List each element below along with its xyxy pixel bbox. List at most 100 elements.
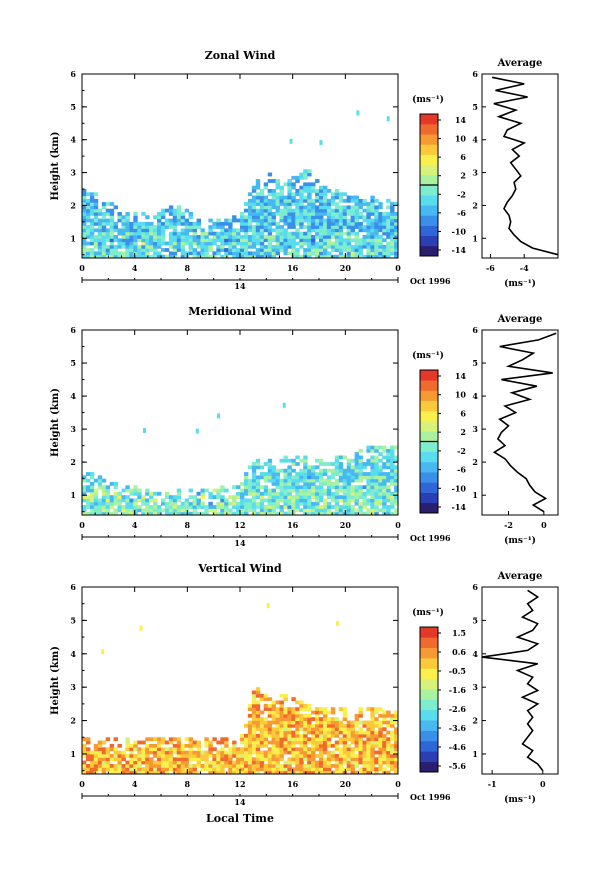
- average-y-tick-label: 2: [472, 716, 478, 726]
- heatmap-cell: [342, 231, 348, 236]
- heatmap-cell: [319, 707, 324, 711]
- heatmap-cell: [319, 764, 324, 768]
- heatmap-cell: [330, 192, 336, 197]
- heatmap-cell: [86, 472, 91, 476]
- heatmap-cell: [319, 508, 324, 513]
- heatmap-cell: [145, 241, 150, 246]
- heatmap-cell: [188, 754, 193, 758]
- heatmap-cell: [117, 754, 122, 758]
- heatmap-cell: [299, 478, 304, 483]
- heatmap-cell: [161, 238, 166, 243]
- heatmap-cell: [263, 238, 269, 243]
- heatmap-cell: [172, 737, 178, 742]
- heatmap-cell: [86, 478, 91, 483]
- heatmap-cell: [338, 707, 344, 711]
- heatmap-cell: [97, 225, 103, 229]
- heatmap-cell: [224, 740, 229, 745]
- y-tick-label: 6: [70, 325, 76, 335]
- heatmap-cell: [240, 248, 245, 252]
- heatmap-cell: [295, 189, 300, 193]
- heatmap-cell: [338, 198, 344, 203]
- heatmap-cell: [362, 720, 367, 725]
- heatmap-cell: [263, 498, 269, 503]
- heatmap-cell: [370, 468, 375, 473]
- heatmap-cell: [326, 241, 332, 246]
- heatmap-cell: [196, 770, 201, 775]
- heatmap-cell: [338, 205, 344, 210]
- x-tick-label: 8: [185, 779, 191, 789]
- heatmap-cell: [97, 505, 103, 509]
- heatmap-cell: [267, 241, 273, 246]
- heatmap-cell: [334, 221, 340, 226]
- heatmap-cell: [287, 737, 292, 742]
- heatmap-cell: [378, 720, 383, 725]
- heatmap-cell: [334, 241, 340, 246]
- heatmap-cell: [319, 189, 324, 193]
- heatmap-cell: [307, 248, 312, 252]
- heatmap-cell: [232, 743, 237, 748]
- heatmap-cell: [382, 221, 387, 226]
- heatmap-cell: [244, 228, 249, 233]
- heatmap-cell: [240, 760, 245, 765]
- heatmap-cell: [236, 757, 241, 762]
- heatmap-cell: [149, 505, 154, 509]
- heatmap-cell: [137, 248, 142, 252]
- heatmap-cell: [101, 221, 107, 226]
- heatmap-cell: [255, 225, 261, 229]
- heatmap-cell: [311, 743, 316, 748]
- x-tick-label: 16: [287, 779, 299, 789]
- heatmap-cell: [334, 192, 340, 197]
- heatmap-cell: [374, 221, 379, 226]
- colorbar-swatch: [420, 390, 438, 401]
- heatmap-cell: [145, 231, 150, 236]
- heatmap-cell: [208, 254, 213, 259]
- heatmap-cell: [259, 717, 265, 721]
- heatmap-cell: [350, 244, 355, 249]
- heatmap-cell: [251, 251, 257, 256]
- heatmap-cell: [267, 468, 273, 473]
- heatmap-cell: [295, 700, 300, 705]
- heatmap-cell: [196, 760, 201, 765]
- heatmap-cell: [121, 757, 126, 762]
- heatmap-cell: [291, 720, 296, 725]
- heatmap-cell: [168, 212, 174, 216]
- heatmap-cell: [370, 228, 375, 233]
- heatmap-cell: [86, 254, 91, 259]
- heatmap-cell: [307, 475, 312, 480]
- heatmap-cell: [390, 212, 395, 216]
- heatmap-cell: [168, 747, 174, 752]
- heatmap-cell: [394, 754, 399, 758]
- heatmap-cell: [307, 750, 312, 755]
- heatmap-cell: [236, 491, 241, 496]
- y-tick-label: 6: [70, 582, 76, 592]
- heatmap-cell: [133, 244, 138, 249]
- heatmap-cell: [93, 488, 99, 493]
- heatmap-cell: [267, 488, 273, 493]
- heatmap-cell: [172, 228, 178, 233]
- heatmap-cell: [275, 740, 280, 745]
- heatmap-cell: [319, 225, 324, 229]
- heatmap-cell: [307, 760, 312, 765]
- heatmap-cell: [161, 737, 166, 742]
- heatmap-cell: [216, 750, 221, 755]
- heatmap-cell: [105, 248, 111, 252]
- heatmap-cell: [307, 703, 312, 708]
- heatmap-cell: [362, 202, 367, 206]
- heatmap-cell: [82, 195, 87, 200]
- heatmap-cell: [307, 205, 312, 210]
- heatmap-cell: [157, 225, 162, 229]
- heatmap-cell: [93, 251, 99, 256]
- heatmap-cell: [382, 228, 387, 233]
- heatmap-cell: [247, 192, 253, 197]
- heatmap-cell: [109, 505, 115, 509]
- heatmap-cell: [303, 472, 308, 476]
- heatmap-cell: [330, 710, 336, 715]
- heatmap-cell: [275, 225, 280, 229]
- heatmap-cell: [105, 764, 111, 768]
- heatmap-cell: [279, 508, 284, 513]
- heatmap-cell: [184, 498, 190, 503]
- heatmap-cell: [307, 254, 312, 259]
- heatmap-cell: [334, 231, 340, 236]
- y-tick-label: 1: [70, 490, 76, 500]
- heatmap-cell: [374, 254, 379, 259]
